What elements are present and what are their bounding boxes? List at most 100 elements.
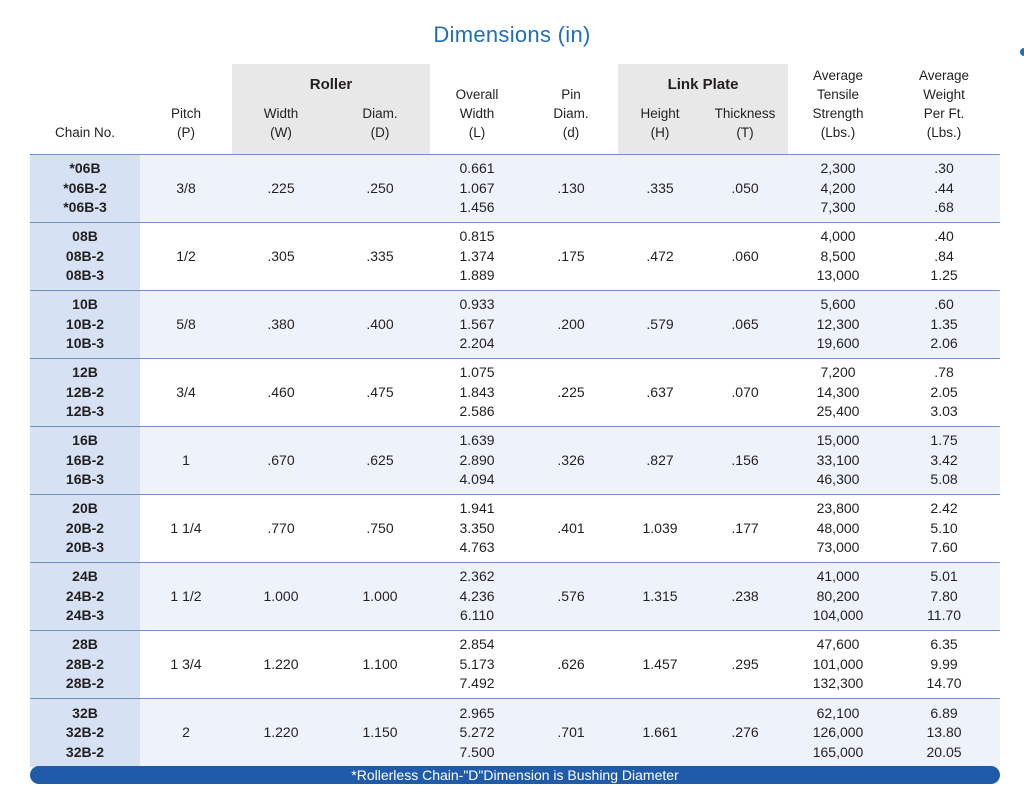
cell-weight-per-ft-value: 2.05: [930, 383, 958, 400]
cell-chain-no-value: 16B-2: [65, 451, 105, 468]
cell-chain-no-value: 20B: [72, 500, 98, 517]
cell-pin-diam: .626: [524, 630, 619, 699]
cell-tensile-strength: 23,800 48,000 73,000: [788, 494, 889, 563]
cell-link-height: 1.315: [618, 562, 703, 631]
cell-tensile-strength-value: 5,600: [820, 296, 856, 313]
cell-link-thickness: .238: [702, 562, 789, 631]
cell-roller-width: .225: [232, 154, 330, 223]
cell-link-height: 1.039: [618, 494, 703, 563]
cell-chain-no-value: 32B-2: [65, 724, 105, 740]
cell-tensile-strength-value: 23,800: [816, 500, 860, 517]
cell-roller-diam: 1.100: [330, 630, 431, 699]
cell-overall-width: 0.933 1.567 2.204: [430, 290, 525, 359]
cell-pitch: 1/2: [140, 222, 232, 291]
cell-tensile-strength-value: 2,300: [820, 160, 856, 177]
cell-weight-per-ft-value: .40: [934, 228, 954, 245]
cell-chain-no-value: 12B-2: [65, 383, 105, 400]
cell-weight-per-ft: 1.75 3.42 5.08: [888, 426, 1001, 495]
cell-weight-per-ft-value: 1.25: [930, 267, 958, 284]
cell-link-thickness: .070: [702, 358, 789, 427]
cell-chain-no-value: *06B: [69, 160, 101, 177]
cell-weight-per-ft-value: .60: [934, 296, 954, 313]
header-link-plate-group: Link Plate: [618, 64, 789, 104]
cell-chain-no: 10B 10B-2 10B-3: [30, 290, 140, 359]
cell-link-height: .827: [618, 426, 703, 495]
cell-chain-no-value: 16B-3: [65, 471, 105, 488]
table-row: 24B 24B-2 24B-3 1 1/2 1.000 1.000 2.362 4.236 6.…: [30, 562, 1001, 631]
cell-tensile-strength-value: 4,200: [820, 179, 856, 196]
cell-roller-width: 1.220: [232, 630, 330, 699]
cell-tensile-strength-value: 12,300: [816, 315, 860, 332]
cell-overall-width-value: 1.567: [459, 315, 495, 332]
cell-overall-width-value: 2.204: [459, 335, 495, 352]
cell-tensile-strength: 47,600 101,000 132,300: [788, 630, 889, 699]
cell-weight-per-ft: 2.42 5.10 7.60: [888, 494, 1001, 563]
cell-tensile-strength-value: 14,300: [816, 383, 860, 400]
cell-tensile-strength-value: 73,000: [816, 539, 860, 556]
cell-pin-diam: .576: [524, 562, 619, 631]
cell-link-height: .335: [618, 154, 703, 223]
cell-overall-width-value: 5.173: [459, 655, 495, 672]
cell-overall-width: 2.854 5.173 7.492: [430, 630, 525, 699]
table-row: 28B 28B-2 28B-2 1 3/4 1.220 1.100 2.854 5.173 7.…: [30, 630, 1001, 699]
cell-tensile-strength-value: 19,600: [816, 335, 860, 352]
cell-weight-per-ft-value: 20.05: [926, 743, 962, 760]
cell-chain-no: *06B *06B-2 *06B-3: [30, 154, 140, 223]
cell-weight-per-ft-value: 7.80: [930, 587, 958, 604]
table-row: 16B 16B-2 16B-3 1.670.625 1.639 2.890 4.094 .32…: [30, 426, 1001, 495]
header-pin-diam: Pin Diam. (d): [553, 87, 589, 140]
cell-chain-no-value: 28B-2: [65, 655, 105, 672]
cell-chain-no-value: 08B: [72, 228, 98, 245]
table-row: 10B 10B-2 10B-3 5/8.380.400 0.933 1.567 2.204.…: [30, 290, 1001, 359]
cell-chain-no: 24B 24B-2 24B-3: [30, 562, 140, 631]
cell-overall-width: 1.941 3.350 4.763: [430, 494, 525, 563]
cell-tensile-strength: 5,600 12,300 19,600: [788, 290, 889, 359]
cell-weight-per-ft-value: 13.80: [926, 724, 962, 740]
cell-tensile-strength: 2,300 4,200 7,300: [788, 154, 889, 223]
cell-weight-per-ft-value: 5.01: [930, 568, 958, 585]
cell-link-thickness: .060: [702, 222, 789, 291]
cell-weight-per-ft-value: 5.08: [930, 471, 958, 488]
cell-chain-no-value: 24B-2: [65, 587, 105, 604]
cell-tensile-strength-value: 33,100: [816, 451, 860, 468]
cell-overall-width-value: 1.456: [459, 199, 495, 216]
cell-roller-diam: 1.150: [330, 698, 431, 767]
cell-weight-per-ft: .60 1.35 2.06: [888, 290, 1001, 359]
cell-chain-no: 08B 08B-2 08B-3: [30, 222, 140, 291]
cell-weight-per-ft-value: 5.10: [930, 519, 958, 536]
header-overall-width: Overall Width (L): [455, 87, 499, 140]
table-row: 20B 20B-2 20B-3 1 1/4.770.750 1.941 3.350 4.76…: [30, 494, 1001, 563]
cell-chain-no-value: 20B-2: [65, 519, 105, 536]
cell-overall-width-value: 0.661: [459, 160, 495, 177]
cell-pitch: 2: [140, 698, 232, 767]
cell-weight-per-ft-value: 11.70: [927, 607, 962, 624]
cell-chain-no-value: 28B-2: [65, 675, 105, 692]
cell-chain-no-value: 08B-2: [65, 247, 105, 264]
header-roller-diam: Diam. (D): [330, 104, 431, 155]
cell-tensile-strength: 15,000 33,100 46,300: [788, 426, 889, 495]
cell-overall-width-value: 5.272: [459, 724, 495, 740]
table-row: *06B *06B-2 *06B-3 3/8.225.250 0.661 1.067 1.4…: [30, 154, 1001, 223]
cell-overall-width-value: 1.639: [459, 432, 495, 449]
cell-overall-width-value: 7.492: [459, 675, 495, 692]
cell-weight-per-ft-value: 2.06: [930, 335, 958, 352]
cell-chain-no-value: 20B-3: [65, 539, 105, 556]
cell-chain-no: 16B 16B-2 16B-3: [30, 426, 140, 495]
cell-pitch: 3/4: [140, 358, 232, 427]
table-row: 08B 08B-2 08B-3 1/2.305.335 0.815 1.374 1.889.…: [30, 222, 1001, 291]
cell-weight-per-ft-value: 14.70: [926, 675, 962, 692]
cell-weight-per-ft: .40 .84 1.25: [888, 222, 1001, 291]
cell-overall-width: 1.639 2.890 4.094: [430, 426, 525, 495]
cell-weight-per-ft-value: 3.03: [930, 403, 958, 420]
cell-weight-per-ft-value: 1.35: [930, 315, 958, 332]
table-row: 32B 32B-2 32B-2 2 1.220 1.150 2.965 5.272 7.500.…: [30, 698, 1001, 767]
cell-weight-per-ft: .30 .44 .68: [888, 154, 1001, 223]
cell-pin-diam: .200: [524, 290, 619, 359]
cell-weight-per-ft: 5.01 7.80 11.70: [888, 562, 1001, 631]
cell-tensile-strength: 41,000 80,200 104,000: [788, 562, 889, 631]
cell-overall-width-value: 1.889: [459, 267, 495, 284]
cell-chain-no-value: 28B: [72, 636, 98, 653]
cell-weight-per-ft-value: .44: [934, 179, 954, 196]
cell-roller-diam: 1.000: [330, 562, 431, 631]
cell-roller-diam: .250: [330, 154, 431, 223]
